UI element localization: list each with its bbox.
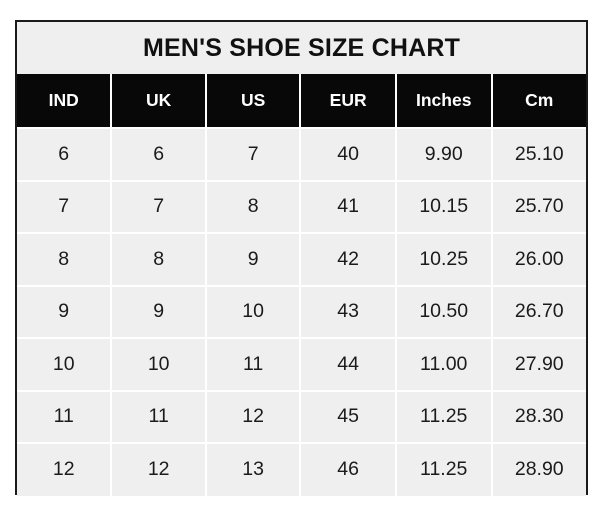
column-header-uk: UK [111,74,207,129]
cell-ind: 10 [17,338,113,392]
cell-us: 7 [205,128,302,182]
cell-uk: 8 [111,233,207,287]
table-row: 8 8 9 42 10.25 26.00 [17,233,586,287]
cell-ind: 9 [17,285,113,339]
cell-ind: 11 [17,390,113,444]
cell-eur: 46 [300,443,397,496]
cell-inches: 11.25 [395,390,493,444]
cell-us: 13 [205,443,302,496]
table-row: 6 6 7 40 9.90 25.10 [17,128,586,182]
cell-uk: 11 [111,390,207,444]
cell-eur: 44 [300,338,397,392]
cell-inches: 10.25 [395,233,493,287]
cell-cm: 28.90 [491,443,586,496]
cell-eur: 40 [300,128,397,182]
table-row: 12 12 13 46 11.25 28.90 [17,443,586,496]
cell-eur: 43 [300,285,397,339]
cell-cm: 27.90 [491,338,586,392]
cell-us: 11 [205,338,302,392]
column-header-cm: Cm [491,74,586,129]
cell-inches: 9.90 [395,128,493,182]
table-row: 7 7 8 41 10.15 25.70 [17,180,586,234]
column-header-inches: Inches [395,74,493,129]
column-header-us: US [205,74,302,129]
cell-cm: 26.70 [491,285,586,339]
size-chart-container: MEN'S SHOE SIZE CHART IND UK US EUR Inch… [15,20,588,496]
table-header-row: IND UK US EUR Inches Cm [17,74,586,129]
cell-ind: 7 [17,180,113,234]
table-row: 10 10 11 44 11.00 27.90 [17,338,586,392]
cell-eur: 45 [300,390,397,444]
cell-eur: 42 [300,233,397,287]
table-row: 11 11 12 45 11.25 28.30 [17,390,586,444]
page-title: MEN'S SHOE SIZE CHART [17,22,586,74]
column-header-ind: IND [17,74,113,129]
cell-cm: 26.00 [491,233,586,287]
cell-us: 8 [205,180,302,234]
cell-us: 12 [205,390,302,444]
cell-us: 9 [205,233,302,287]
cell-inches: 11.00 [395,338,493,392]
cell-cm: 25.10 [491,128,586,182]
cell-uk: 6 [111,128,207,182]
cell-inches: 10.15 [395,180,493,234]
cell-ind: 12 [17,443,113,496]
shoe-size-table: IND UK US EUR Inches Cm 6 6 7 40 9.90 25… [17,74,586,496]
table-header: IND UK US EUR Inches Cm [17,74,586,129]
cell-eur: 41 [300,180,397,234]
cell-uk: 10 [111,338,207,392]
table-body: 6 6 7 40 9.90 25.10 7 7 8 41 10.15 25.70… [17,128,586,496]
cell-inches: 11.25 [395,443,493,496]
cell-cm: 28.30 [491,390,586,444]
cell-inches: 10.50 [395,285,493,339]
cell-uk: 12 [111,443,207,496]
cell-ind: 6 [17,128,113,182]
cell-cm: 25.70 [491,180,586,234]
cell-ind: 8 [17,233,113,287]
cell-uk: 9 [111,285,207,339]
column-header-eur: EUR [300,74,397,129]
cell-uk: 7 [111,180,207,234]
cell-us: 10 [205,285,302,339]
table-row: 9 9 10 43 10.50 26.70 [17,285,586,339]
